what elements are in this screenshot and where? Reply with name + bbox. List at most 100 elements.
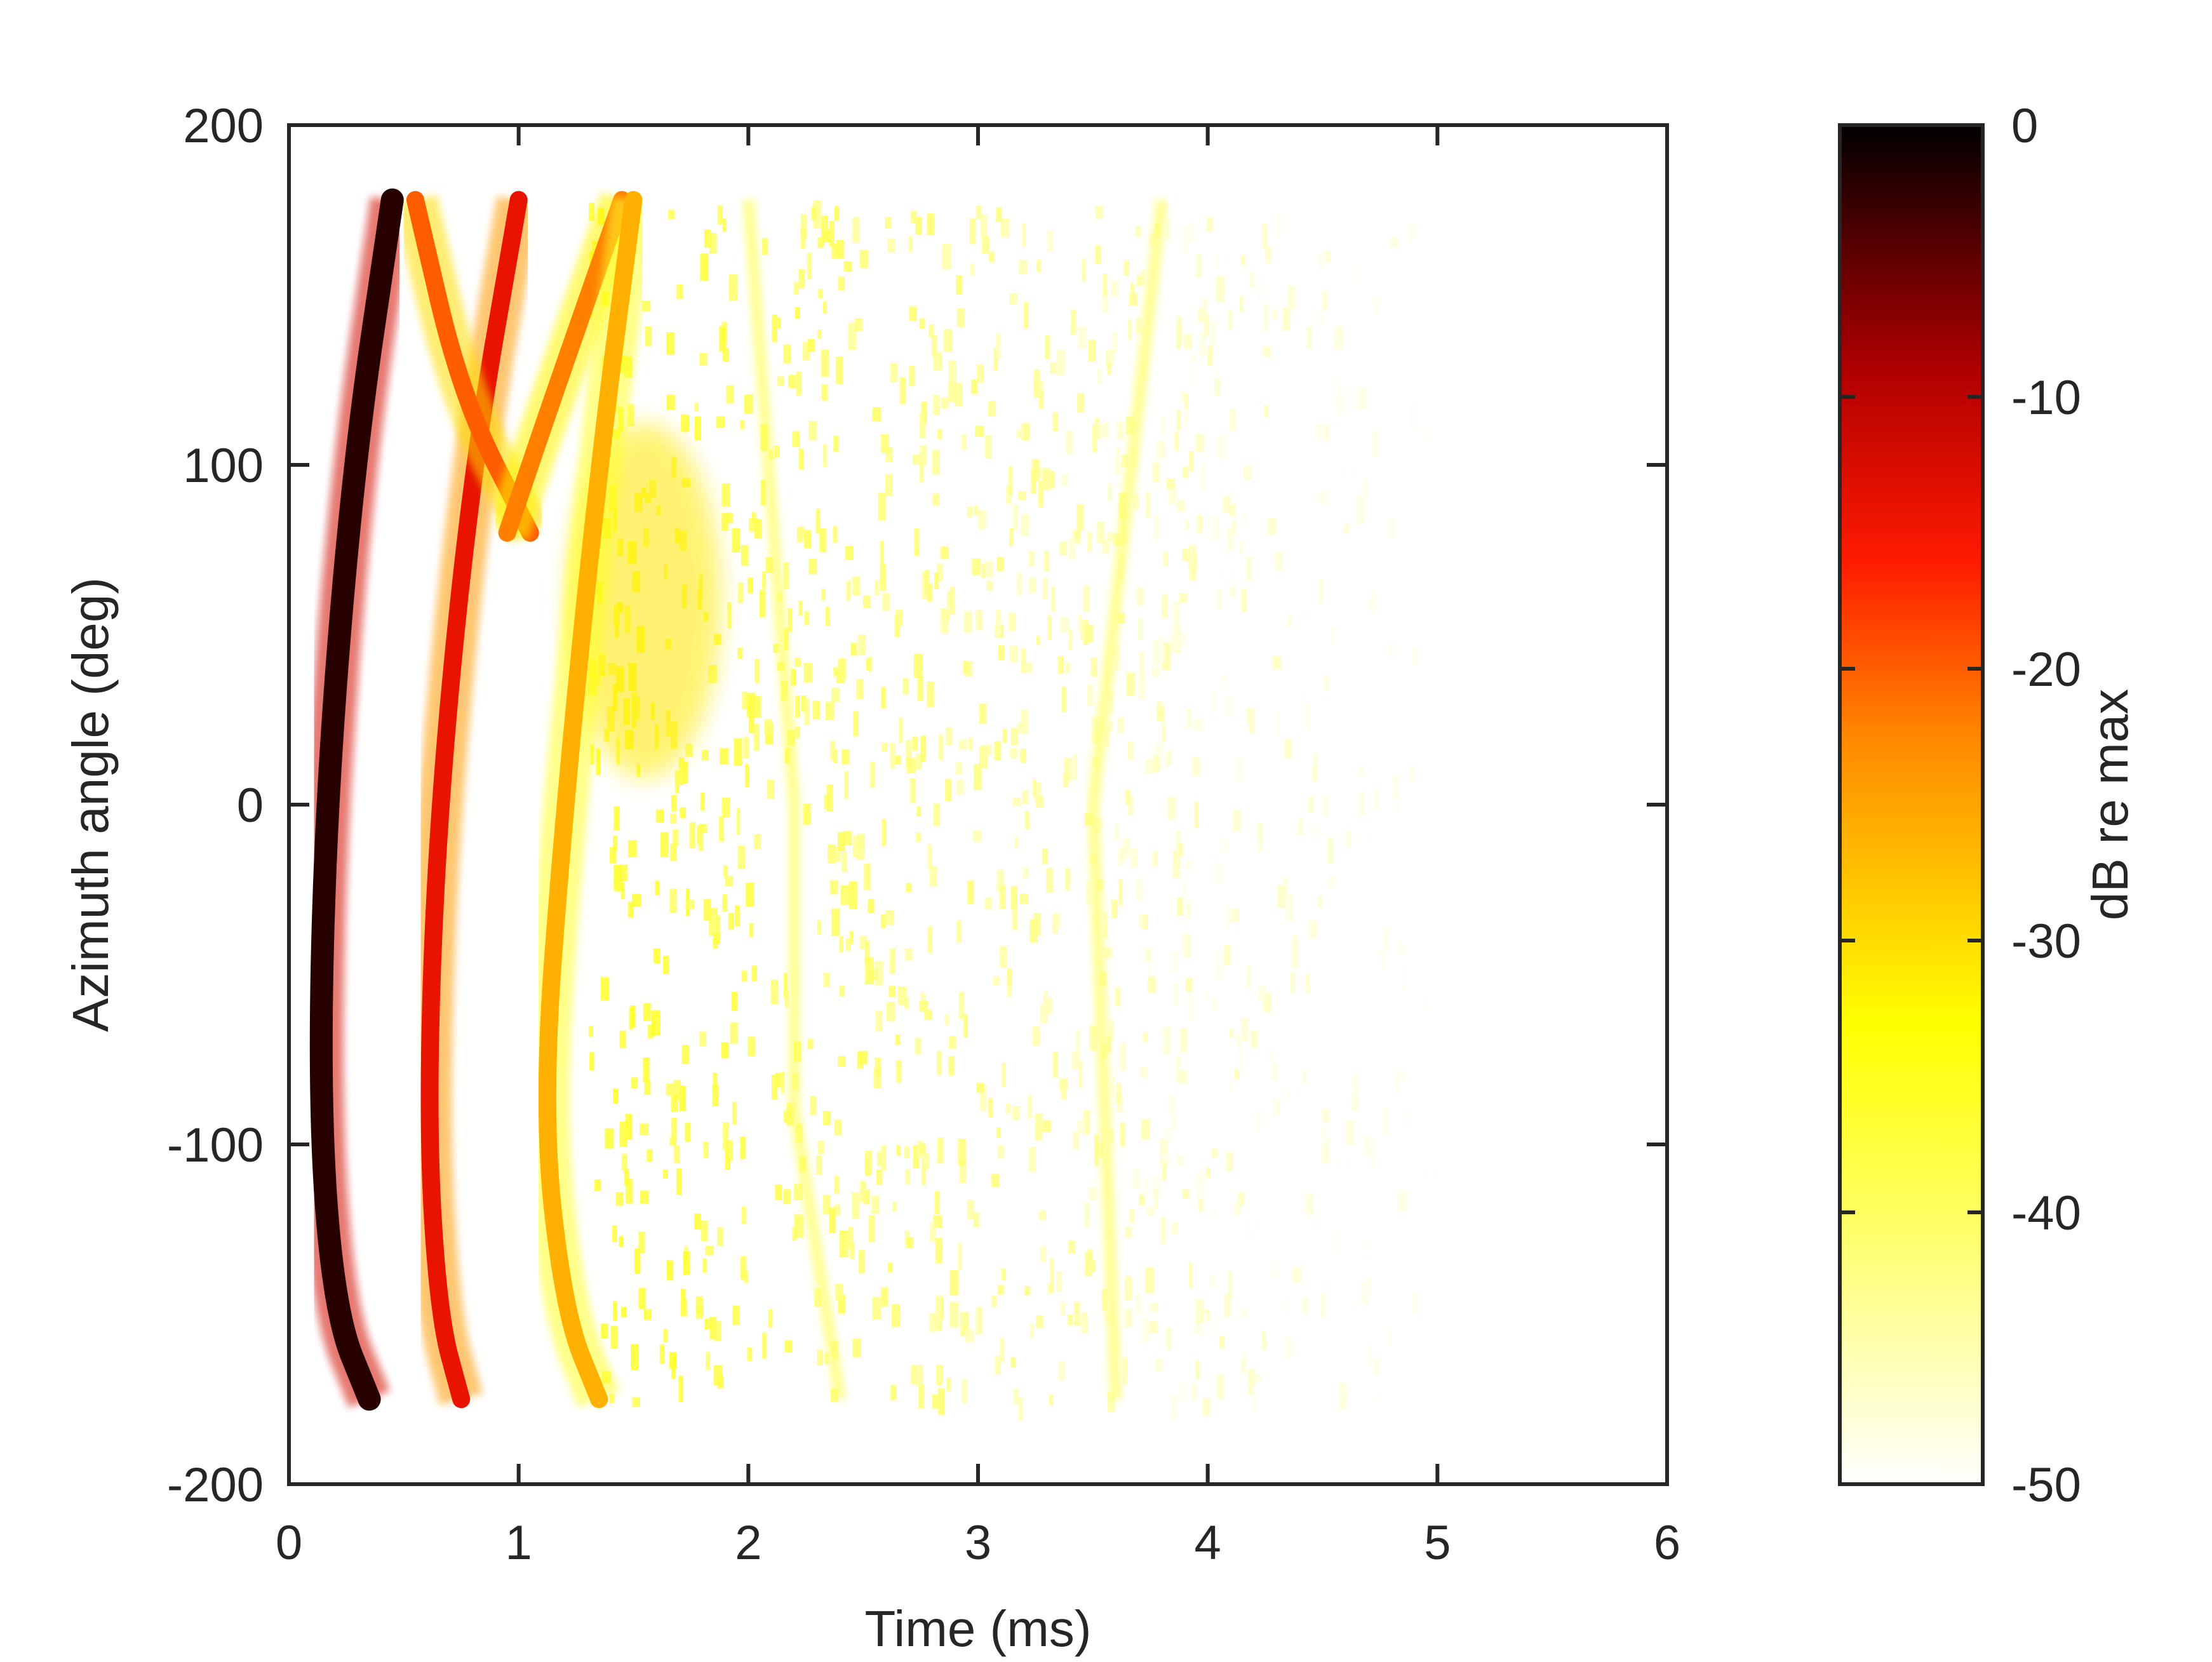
reverb-cell — [794, 282, 799, 295]
reverb-cell — [1193, 718, 1203, 731]
reverb-cell — [726, 385, 734, 403]
reverb-cell — [1014, 836, 1019, 848]
reverb-cell — [688, 899, 695, 909]
reverb-cell — [997, 1144, 1004, 1159]
reverb-cell — [736, 808, 741, 835]
reverb-cell — [890, 363, 898, 382]
reverb-cell — [1186, 995, 1196, 1021]
reverb-cell — [1407, 437, 1412, 464]
reverb-cell — [1322, 291, 1328, 310]
reverb-cell — [1184, 333, 1193, 349]
reverb-cell — [666, 394, 675, 410]
reverb-cell — [1400, 425, 1408, 448]
reverb-cell — [995, 610, 1002, 636]
reverb-cell — [1421, 732, 1425, 749]
reverb-cell — [976, 1082, 984, 1093]
reverb-cell — [856, 679, 864, 699]
reverb-cell — [821, 349, 829, 377]
reverb-cell — [984, 897, 992, 910]
y-tick-label: 100 — [183, 439, 264, 493]
reverb-cell — [1404, 1153, 1409, 1173]
reverb-cell — [1407, 1278, 1413, 1292]
reverb-cell — [1231, 908, 1240, 923]
reverb-cell — [765, 557, 774, 573]
reverb-cell — [1279, 735, 1286, 759]
reverb-cell — [1012, 797, 1021, 807]
reverb-cell — [946, 1377, 951, 1391]
reverb-cell — [1328, 876, 1335, 888]
reverb-cell — [1397, 1337, 1401, 1352]
reverb-cell — [881, 742, 888, 752]
reverb-cell — [671, 1095, 678, 1112]
reverb-cell — [1008, 466, 1013, 495]
reverb-cell — [1354, 586, 1361, 605]
reverb-cell — [1078, 1060, 1083, 1088]
reverb-cell — [1306, 875, 1311, 887]
reverb-cell — [1331, 438, 1336, 453]
reverb-cell — [619, 1121, 627, 1147]
reverb-cell — [1306, 326, 1312, 348]
reverb-cell — [1282, 610, 1289, 635]
reverb-cell — [1152, 461, 1160, 481]
reverb-cell — [669, 1137, 676, 1146]
reverb-cell — [1426, 358, 1435, 372]
reverb-cell — [1243, 466, 1252, 481]
reverb-cell — [1367, 1391, 1372, 1417]
reverb-cell — [610, 1393, 615, 1404]
reverb-cell — [933, 803, 941, 826]
reverb-cell — [804, 699, 810, 725]
reverb-cell — [788, 608, 793, 632]
reverb-cell — [1301, 1297, 1309, 1315]
reverb-cell — [754, 659, 760, 683]
reverb-cell — [1107, 532, 1113, 542]
reverb-cell — [1205, 991, 1209, 1002]
reverb-cell — [1315, 321, 1322, 335]
reverb-cell — [1237, 1046, 1245, 1073]
reverb-cell — [819, 528, 826, 553]
reverb-cell — [678, 1376, 683, 1402]
reverb-cell — [1226, 1152, 1233, 1171]
reverb-cell — [1068, 537, 1076, 560]
reverb-cell — [885, 217, 892, 229]
reverb-cell — [749, 923, 754, 937]
reverb-cell — [723, 865, 728, 877]
reverb-cell — [821, 215, 828, 239]
reverb-cell — [663, 1329, 668, 1343]
reverb-cell — [927, 844, 932, 869]
reverb-cell — [958, 1243, 962, 1270]
reverb-cell — [772, 1075, 778, 1100]
reverb-cell — [1095, 206, 1103, 219]
reverb-cell — [1126, 672, 1135, 696]
reverb-cell — [1217, 1374, 1224, 1400]
reverb-cell — [1419, 331, 1427, 349]
reverb-cell — [1058, 655, 1064, 674]
reverb-cell — [834, 1119, 842, 1136]
reverb-cell — [886, 1002, 895, 1022]
reverb-cell — [1049, 1394, 1054, 1405]
reverb-cell — [1070, 309, 1076, 335]
reverb-cell — [1180, 1028, 1188, 1053]
reverb-cell — [1083, 586, 1089, 613]
reverb-cell — [794, 1214, 801, 1234]
reverb-cell — [868, 1215, 875, 1242]
reverb-cell — [1191, 1383, 1196, 1400]
reverb-cell — [1405, 1368, 1411, 1395]
reverb-cell — [866, 658, 871, 671]
reverb-cell — [868, 899, 875, 913]
reverb-cell — [1321, 795, 1329, 817]
reverb-cell — [1148, 975, 1156, 993]
reverb-cell — [1009, 293, 1018, 305]
reverb-cell — [725, 876, 734, 887]
reverb-cell — [881, 687, 886, 709]
reverb-cell — [751, 512, 756, 523]
reverb-cell — [1413, 1159, 1420, 1180]
reverb-cell — [932, 394, 941, 415]
reverb-cell — [1200, 463, 1206, 490]
reverb-cell — [949, 1270, 958, 1296]
reverb-cell — [631, 1077, 638, 1089]
colorbar-tick-label: -20 — [2011, 643, 2081, 697]
reverb-cell — [955, 382, 963, 407]
reverb-cell — [1234, 1202, 1242, 1215]
reverb-cell — [1375, 208, 1380, 227]
reverb-cell — [940, 546, 949, 560]
